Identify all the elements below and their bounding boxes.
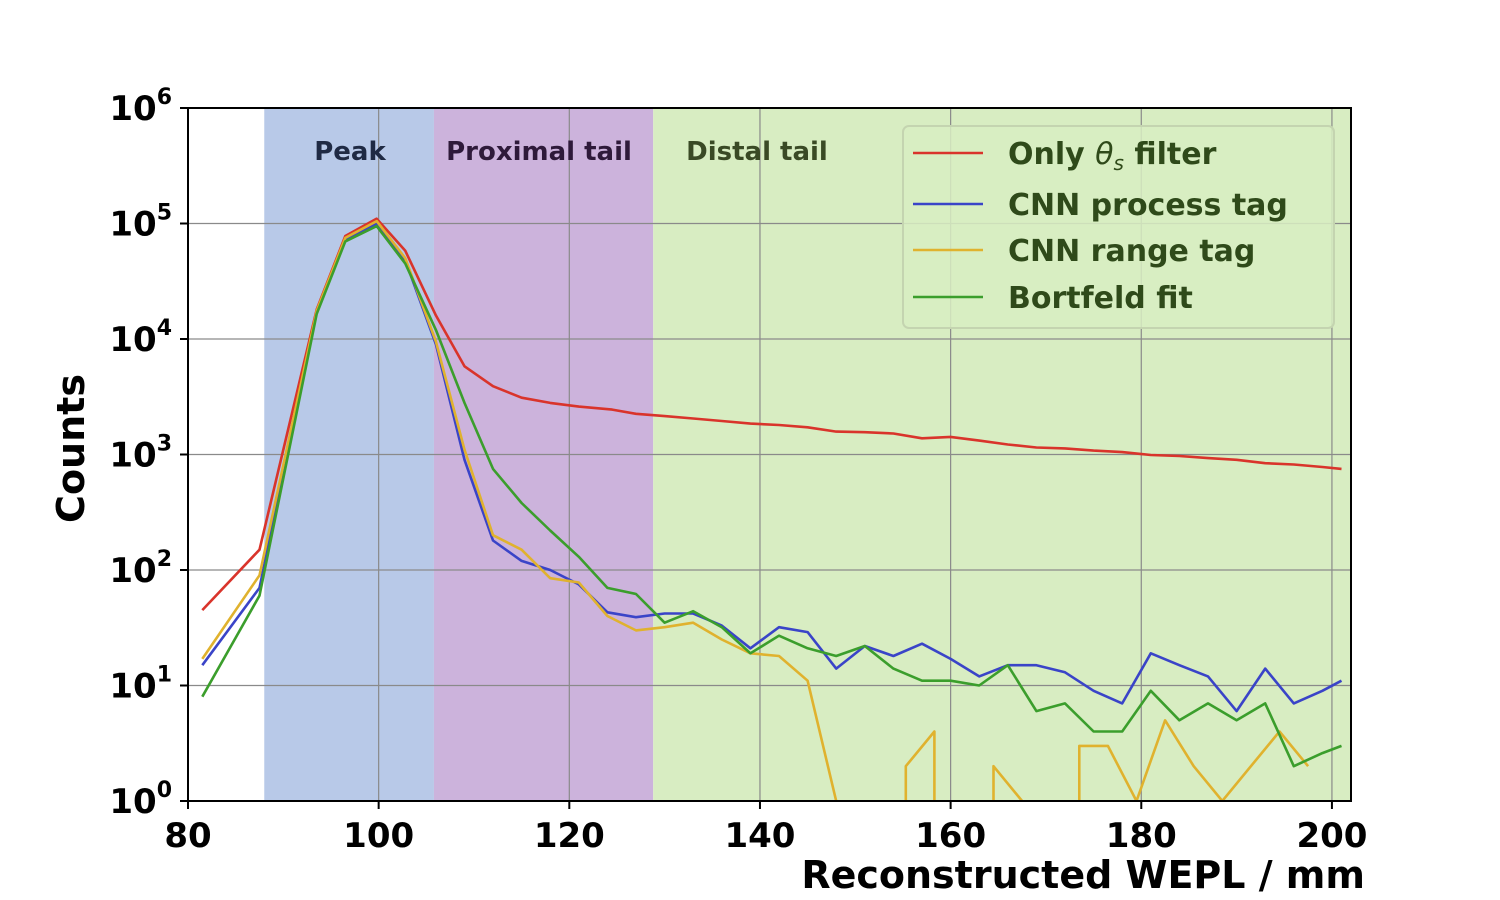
y-tick-label: 106	[109, 85, 172, 129]
y-tick-label: 103	[109, 432, 172, 476]
legend: Only θs filter CNN process tag CNN range t…	[902, 125, 1335, 329]
series-layer	[201, 217, 1343, 801]
x-tick-label: 100	[343, 816, 414, 856]
region-label-1: Proximal tail	[446, 137, 632, 167]
region-label-0: Peak	[314, 137, 386, 167]
series-line-2-segment-2	[1078, 718, 1310, 801]
region-labels: Peak Proximal tail Distal tail	[314, 137, 828, 167]
x-axis: 80 100 120 140 160 180 200	[164, 801, 1367, 856]
region-label-2: Distal tail	[686, 137, 828, 167]
y-tick-label: 102	[109, 547, 172, 591]
y-tick-label: 104	[109, 316, 172, 360]
x-axis-title: Reconstructed WEPL / mm	[801, 853, 1365, 897]
series-line-2	[201, 219, 838, 801]
legend-entry-2: CNN range tag	[1008, 234, 1255, 269]
legend-box	[902, 125, 1335, 329]
legend-entry-1: CNN process tag	[1008, 188, 1288, 223]
series-line-2-segment-0	[904, 730, 936, 801]
x-tick-label: 80	[164, 816, 211, 856]
y-tick-label: 101	[109, 663, 172, 707]
y-tick-label: 105	[109, 201, 172, 245]
x-tick-label: 140	[724, 816, 795, 856]
legend-entry-0: Only θs filter	[1008, 137, 1217, 175]
series-line-0	[201, 217, 1342, 611]
y-axis-title: Counts	[49, 374, 93, 523]
x-tick-label: 120	[534, 816, 605, 856]
series-line-3	[201, 224, 1342, 768]
x-tick-label: 160	[915, 816, 986, 856]
y-axis: 100 101 102 103 104 105 106	[109, 85, 188, 822]
series-line-2-segment-1	[992, 764, 1024, 801]
legend-entry-3: Bortfeld fit	[1008, 281, 1193, 316]
x-tick-label: 200	[1296, 816, 1367, 856]
series-line-1	[201, 222, 1343, 713]
y-tick-label: 100	[109, 778, 172, 822]
x-tick-label: 180	[1106, 816, 1177, 856]
